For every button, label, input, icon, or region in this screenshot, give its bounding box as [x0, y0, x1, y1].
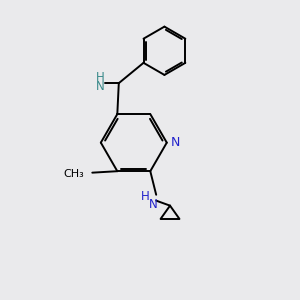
Text: H: H: [96, 71, 105, 84]
Text: N: N: [171, 136, 180, 149]
Text: N: N: [96, 80, 105, 93]
Text: N: N: [149, 198, 158, 211]
Text: H: H: [141, 190, 150, 203]
Text: CH₃: CH₃: [63, 169, 84, 179]
